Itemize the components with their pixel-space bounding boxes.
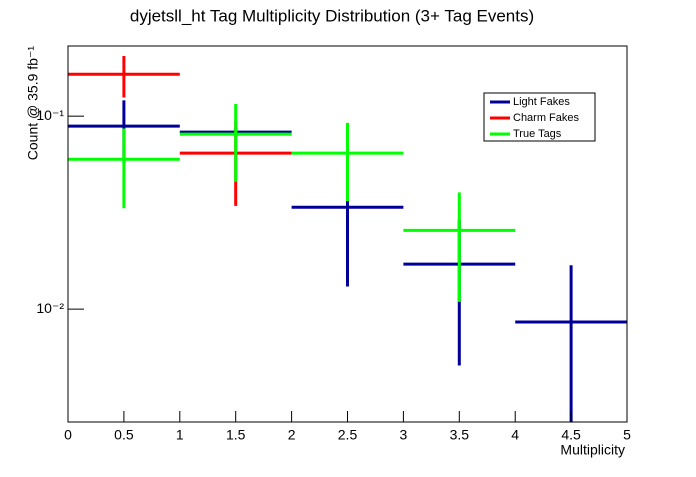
x-tick-label: 4 <box>511 427 519 443</box>
y-axis-label: Count @ 35.9 fb⁻¹ <box>25 46 41 161</box>
legend-label: True Tags <box>513 128 562 140</box>
y-tick-label: 10⁻¹ <box>36 107 64 123</box>
x-axis-label: Multiplicity <box>560 442 625 458</box>
x-tick-label: 2 <box>288 427 296 443</box>
x-tick-label: 3 <box>400 427 408 443</box>
x-tick-label: 1.5 <box>226 427 246 443</box>
plot-marks <box>68 56 627 422</box>
chart-title: dyjetsll_ht Tag Multiplicity Distributio… <box>130 6 534 25</box>
x-tick-label: 0 <box>64 427 72 443</box>
x-tick-label: 4.5 <box>561 427 581 443</box>
x-tick-label: 3.5 <box>450 427 470 443</box>
legend-label: Light Fakes <box>513 96 570 108</box>
y-tick-label: 10⁻² <box>36 300 64 316</box>
x-tick-label: 5 <box>623 427 631 443</box>
x-tick-label: 2.5 <box>338 427 358 443</box>
x-tick-label: 1 <box>176 427 184 443</box>
x-tick-label: 0.5 <box>114 427 134 443</box>
legend-label: Charm Fakes <box>513 112 580 124</box>
